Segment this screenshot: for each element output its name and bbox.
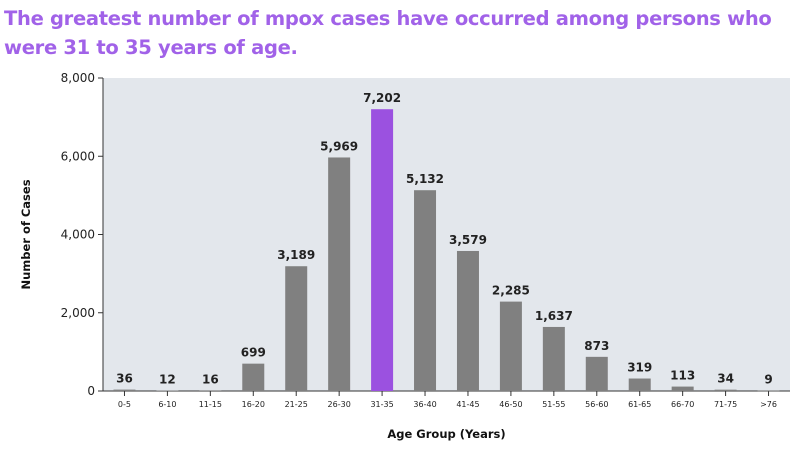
x-tick-label: >76: [760, 400, 777, 409]
bar: [456, 250, 479, 391]
x-tick-label: 66-70: [671, 400, 694, 409]
x-axis-title: Age Group (Years): [387, 427, 505, 441]
bar: [156, 390, 179, 392]
x-tick-label: 51-55: [542, 400, 565, 409]
x-tick-label: 21-25: [285, 400, 308, 409]
x-axis: 0-5 6-10 11-15 16-20 21-25 26-30 31-35 36-40 41-…: [103, 390, 790, 409]
x-tick-label: 31-35: [370, 400, 393, 409]
data-label: 1,637: [535, 309, 573, 323]
y-tick-label: 6,000: [61, 149, 95, 163]
x-tick-label: 16-20: [242, 400, 265, 409]
x-tick-label: 0-5: [118, 400, 131, 409]
bar: [242, 363, 265, 391]
data-label: 34: [717, 372, 734, 386]
data-label: 3,579: [449, 233, 487, 247]
data-label: 36: [116, 372, 133, 386]
x-tick-label: 11-15: [199, 400, 222, 409]
x-tick-label: 71-75: [714, 400, 737, 409]
data-label: 5,132: [406, 172, 444, 186]
data-label: 12: [159, 373, 176, 387]
y-tick-label: 2,000: [61, 306, 95, 320]
y-tick-label: 8,000: [61, 71, 95, 85]
bar: [585, 356, 608, 391]
data-label: 873: [584, 339, 609, 353]
x-tick-label: 61-65: [628, 400, 651, 409]
y-tick-label: 4,000: [61, 228, 95, 242]
bar: [714, 389, 737, 391]
bar: [328, 157, 351, 391]
y-tick-label: 0: [87, 384, 95, 398]
bar: [542, 326, 565, 391]
x-tick-label: 41-45: [456, 400, 479, 409]
data-label: 113: [670, 369, 695, 383]
bars: 36 12 16 699 3,189 5,969 7,202 5,132 3,579 2,285 1…: [113, 91, 780, 392]
bar: [285, 266, 308, 391]
bar: [671, 386, 694, 391]
chart-title: The greatest number of mpox cases have o…: [4, 7, 772, 59]
data-label: 2,285: [492, 284, 530, 298]
bar: [113, 389, 136, 391]
bar: [414, 190, 437, 391]
y-axis: 0 2,000 4,000 6,000 8,000: [61, 71, 104, 398]
y-axis-title: Number of Cases: [19, 179, 33, 289]
plot-area: [103, 78, 790, 391]
x-tick-label: 36-40: [413, 400, 436, 409]
bar: [757, 390, 780, 392]
bar: [199, 390, 222, 391]
x-tick-label: 46-50: [499, 400, 522, 409]
data-label: 3,189: [277, 248, 315, 262]
x-tick-label: 6-10: [158, 400, 176, 409]
data-label: 9: [764, 373, 772, 387]
data-label: 7,202: [363, 91, 401, 105]
bar: [371, 109, 394, 392]
x-tick-label: 56-60: [585, 400, 608, 409]
data-label: 16: [202, 372, 219, 386]
data-label: 319: [627, 361, 652, 375]
data-label: 5,969: [320, 139, 358, 153]
x-tick-label: 26-30: [328, 400, 351, 409]
data-label: 699: [241, 346, 266, 360]
bar: [499, 301, 522, 391]
bar: [628, 378, 651, 391]
